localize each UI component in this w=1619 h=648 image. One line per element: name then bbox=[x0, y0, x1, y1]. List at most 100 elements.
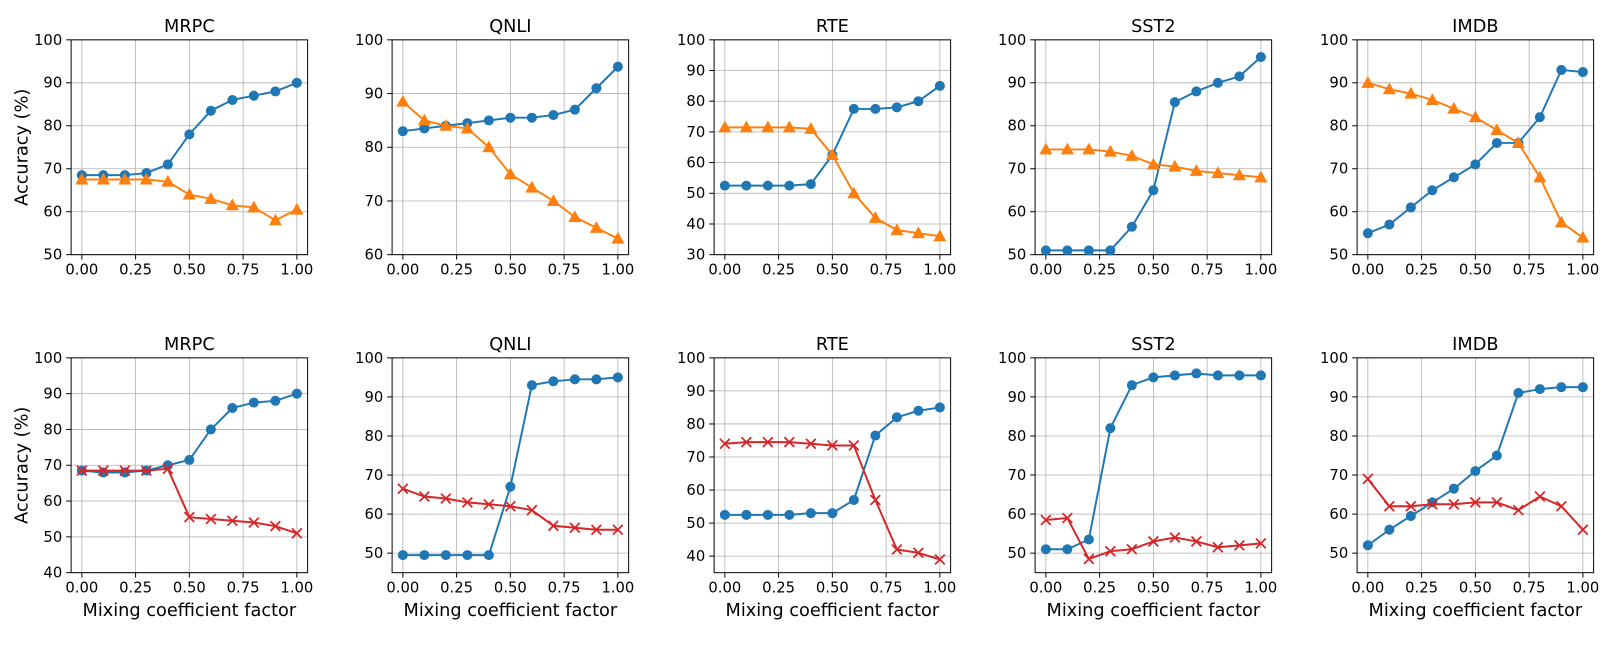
y-tick-label: 90 bbox=[43, 386, 62, 403]
x-tick-label: 0.00 bbox=[1351, 579, 1384, 596]
y-tick-label: 60 bbox=[365, 247, 384, 264]
x-tick-label: 1.00 bbox=[923, 261, 956, 278]
y-tick-label: 80 bbox=[686, 93, 705, 110]
y-tick-label: 30 bbox=[686, 247, 705, 264]
panel-4: 0.000.250.500.751.005060708090100IMDB bbox=[1296, 10, 1609, 320]
y-tick-label: 100 bbox=[1320, 32, 1348, 49]
y-tick-label: 60 bbox=[1329, 204, 1348, 221]
x-axis-label: Mixing coefficient factor bbox=[1047, 601, 1261, 621]
y-tick-label: 80 bbox=[365, 428, 384, 445]
y-tick-label: 80 bbox=[365, 139, 384, 156]
panel-2: 0.000.250.500.751.0030405060708090100RTE bbox=[653, 10, 966, 320]
x-tick-label: 0.25 bbox=[1083, 579, 1116, 596]
y-tick-label: 50 bbox=[1008, 247, 1027, 264]
x-tick-label: 0.75 bbox=[1512, 261, 1545, 278]
y-tick-label: 100 bbox=[355, 350, 383, 367]
y-tick-label: 70 bbox=[686, 124, 705, 141]
panel-title: SST2 bbox=[1131, 17, 1176, 37]
y-tick-label: 70 bbox=[1008, 467, 1027, 484]
y-tick-label: 70 bbox=[365, 467, 384, 484]
panel-title: QNLI bbox=[490, 17, 532, 37]
y-tick-label: 90 bbox=[686, 62, 705, 79]
y-tick-label: 90 bbox=[365, 85, 384, 102]
y-tick-label: 100 bbox=[34, 32, 62, 49]
x-tick-label: 0.00 bbox=[1030, 261, 1063, 278]
x-tick-label: 0.50 bbox=[816, 261, 849, 278]
x-tick-label: 0.50 bbox=[1459, 579, 1492, 596]
y-tick-label: 70 bbox=[365, 193, 384, 210]
x-tick-label: 1.00 bbox=[1566, 261, 1599, 278]
x-tick-label: 0.50 bbox=[494, 579, 527, 596]
x-tick-label: 0.25 bbox=[762, 261, 795, 278]
y-tick-label: 60 bbox=[365, 506, 384, 523]
x-tick-label: 1.00 bbox=[280, 579, 313, 596]
y-tick-label: 50 bbox=[686, 185, 705, 202]
x-tick-label: 1.00 bbox=[1566, 579, 1599, 596]
panel-title: SST2 bbox=[1131, 335, 1176, 355]
y-tick-label: 60 bbox=[1008, 204, 1027, 221]
x-tick-label: 1.00 bbox=[602, 579, 635, 596]
chart-panel: 0.000.250.500.751.005060708090100MRPCAcc… bbox=[10, 10, 323, 320]
panel-title: IMDB bbox=[1452, 335, 1498, 355]
y-tick-label: 80 bbox=[43, 118, 62, 135]
x-tick-label: 1.00 bbox=[602, 261, 635, 278]
y-tick-label: 90 bbox=[1329, 389, 1348, 406]
y-tick-label: 70 bbox=[1008, 161, 1027, 178]
y-axis-label: Accuracy (%) bbox=[13, 89, 33, 206]
panel-0: 0.000.250.500.751.005060708090100MRPCAcc… bbox=[10, 10, 323, 320]
y-tick-label: 90 bbox=[686, 383, 705, 400]
x-tick-label: 0.00 bbox=[708, 579, 741, 596]
panel-title: RTE bbox=[816, 17, 849, 37]
x-tick-label: 0.50 bbox=[173, 579, 206, 596]
x-tick-label: 0.75 bbox=[227, 579, 260, 596]
panel-9: 0.000.250.500.751.005060708090100IMDBMix… bbox=[1296, 328, 1609, 638]
x-tick-label: 1.00 bbox=[280, 261, 313, 278]
x-tick-label: 0.25 bbox=[441, 261, 474, 278]
y-tick-label: 80 bbox=[43, 421, 62, 438]
y-tick-label: 60 bbox=[43, 204, 62, 221]
y-tick-label: 80 bbox=[1329, 118, 1348, 135]
y-tick-label: 100 bbox=[998, 32, 1026, 49]
x-tick-label: 0.50 bbox=[173, 261, 206, 278]
y-tick-label: 90 bbox=[1008, 389, 1027, 406]
y-tick-label: 80 bbox=[1329, 428, 1348, 445]
y-tick-label: 100 bbox=[677, 32, 705, 49]
x-tick-label: 0.25 bbox=[1405, 579, 1438, 596]
y-tick-label: 80 bbox=[1008, 118, 1027, 135]
y-tick-label: 60 bbox=[686, 155, 705, 172]
y-tick-label: 90 bbox=[43, 75, 62, 92]
chart-grid: 0.00 0.25 0.50 0.75 1.00 50 60 70 80 90 100 MRPC Acc… bbox=[10, 10, 1609, 638]
panel-5: 0.000.250.500.751.00405060708090100MRPCA… bbox=[10, 328, 323, 638]
panel-title: RTE bbox=[816, 335, 849, 355]
panel-title: QNLI bbox=[490, 335, 532, 355]
y-tick-label: 60 bbox=[686, 482, 705, 499]
y-tick-label: 50 bbox=[43, 529, 62, 546]
y-tick-label: 40 bbox=[43, 565, 62, 582]
y-tick-label: 50 bbox=[1329, 247, 1348, 264]
x-tick-label: 0.75 bbox=[869, 261, 902, 278]
x-axis-label: Mixing coefficient factor bbox=[83, 601, 297, 621]
x-tick-label: 0.00 bbox=[387, 261, 420, 278]
x-tick-label: 0.00 bbox=[65, 261, 98, 278]
chart-panel: 0.000.250.500.751.005060708090100SST2Mix… bbox=[974, 328, 1287, 638]
chart-panel: 0.000.250.500.751.005060708090100IMDBMix… bbox=[1296, 328, 1609, 638]
chart-panel: 0.000.250.500.751.005060708090100QNLIMix… bbox=[331, 328, 644, 638]
panel-1: 0.000.250.500.751.0060708090100QNLI bbox=[331, 10, 644, 320]
y-tick-label: 60 bbox=[1008, 506, 1027, 523]
y-tick-label: 50 bbox=[686, 515, 705, 532]
panel-title: MRPC bbox=[164, 335, 215, 355]
x-axis-label: Mixing coefficient factor bbox=[1368, 601, 1582, 621]
y-tick-label: 40 bbox=[686, 216, 705, 233]
y-tick-label: 100 bbox=[677, 350, 705, 367]
y-tick-label: 100 bbox=[34, 350, 62, 367]
x-tick-label: 0.25 bbox=[1083, 261, 1116, 278]
chart-panel: 0.000.250.500.751.005060708090100IMDB bbox=[1296, 10, 1609, 320]
x-tick-label: 0.75 bbox=[869, 579, 902, 596]
x-tick-label: 1.00 bbox=[923, 579, 956, 596]
x-tick-label: 0.50 bbox=[1459, 261, 1492, 278]
y-tick-label: 70 bbox=[43, 457, 62, 474]
y-tick-label: 60 bbox=[1329, 506, 1348, 523]
y-tick-label: 90 bbox=[1329, 75, 1348, 92]
x-tick-label: 1.00 bbox=[1245, 261, 1278, 278]
x-tick-label: 0.00 bbox=[65, 579, 98, 596]
